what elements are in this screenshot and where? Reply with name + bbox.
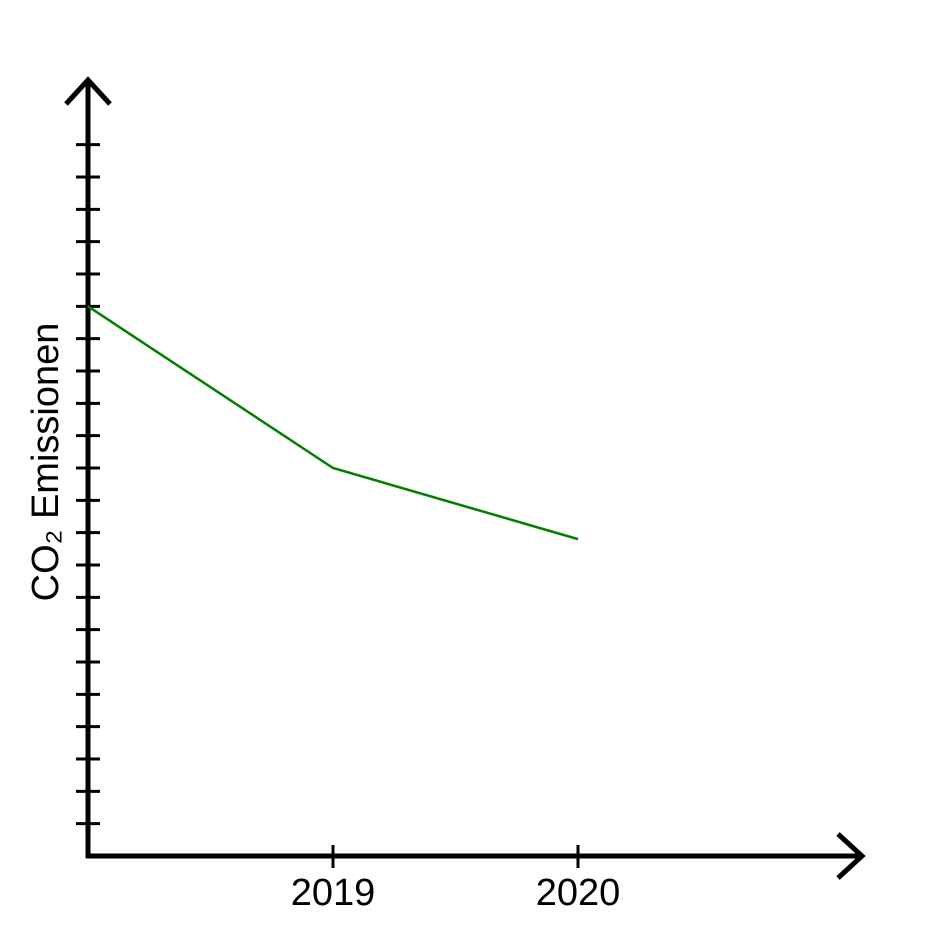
data-line — [87, 305, 579, 541]
y-axis-arrow — [64, 76, 112, 106]
x-tick-label: 2020 — [536, 872, 621, 914]
x-tick-label: 2019 — [291, 872, 376, 914]
y-axis-label: CO₂ Emissionen — [25, 323, 67, 602]
x-axis-arrow — [836, 832, 866, 880]
